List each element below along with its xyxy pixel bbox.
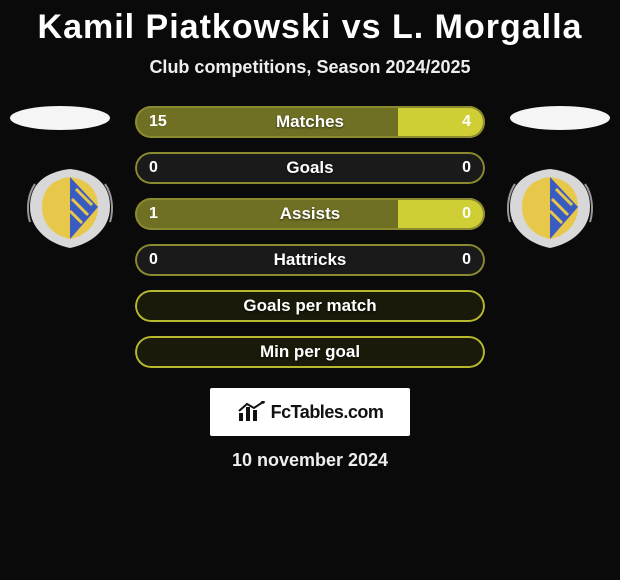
player2-flag [510,106,610,130]
stat-label: Hattricks [135,244,485,276]
chart-icon [237,401,265,423]
stat-bars: 154Matches 00Goals 10Assists 00Hattricks Goa… [135,106,485,368]
crest-icon [500,164,600,250]
stat-label: Matches [135,106,485,138]
player1-club-crest [20,164,120,250]
stat-bar: 00Hattricks [135,244,485,276]
comparison-subtitle: Club competitions, Season 2024/2025 [0,57,620,78]
stat-bar: 00Goals [135,152,485,184]
fctables-logo: FcTables.com [210,388,410,436]
stat-bar: 10Assists [135,198,485,230]
comparison-title: Kamil Piatkowski vs L. Morgalla [0,0,620,47]
stat-bar: Goals per match [135,290,485,322]
comparison-content: 154Matches 00Goals 10Assists 00Hattricks Goa… [0,106,620,471]
stat-label: Goals per match [135,290,485,322]
logo-text: FcTables.com [271,402,384,423]
stat-label: Assists [135,198,485,230]
crest-icon [20,164,120,250]
player2-club-crest [500,164,600,250]
stat-label: Min per goal [135,336,485,368]
stat-bar: 154Matches [135,106,485,138]
stat-bar: Min per goal [135,336,485,368]
comparison-date: 10 november 2024 [0,450,620,471]
player1-flag [10,106,110,130]
stat-label: Goals [135,152,485,184]
